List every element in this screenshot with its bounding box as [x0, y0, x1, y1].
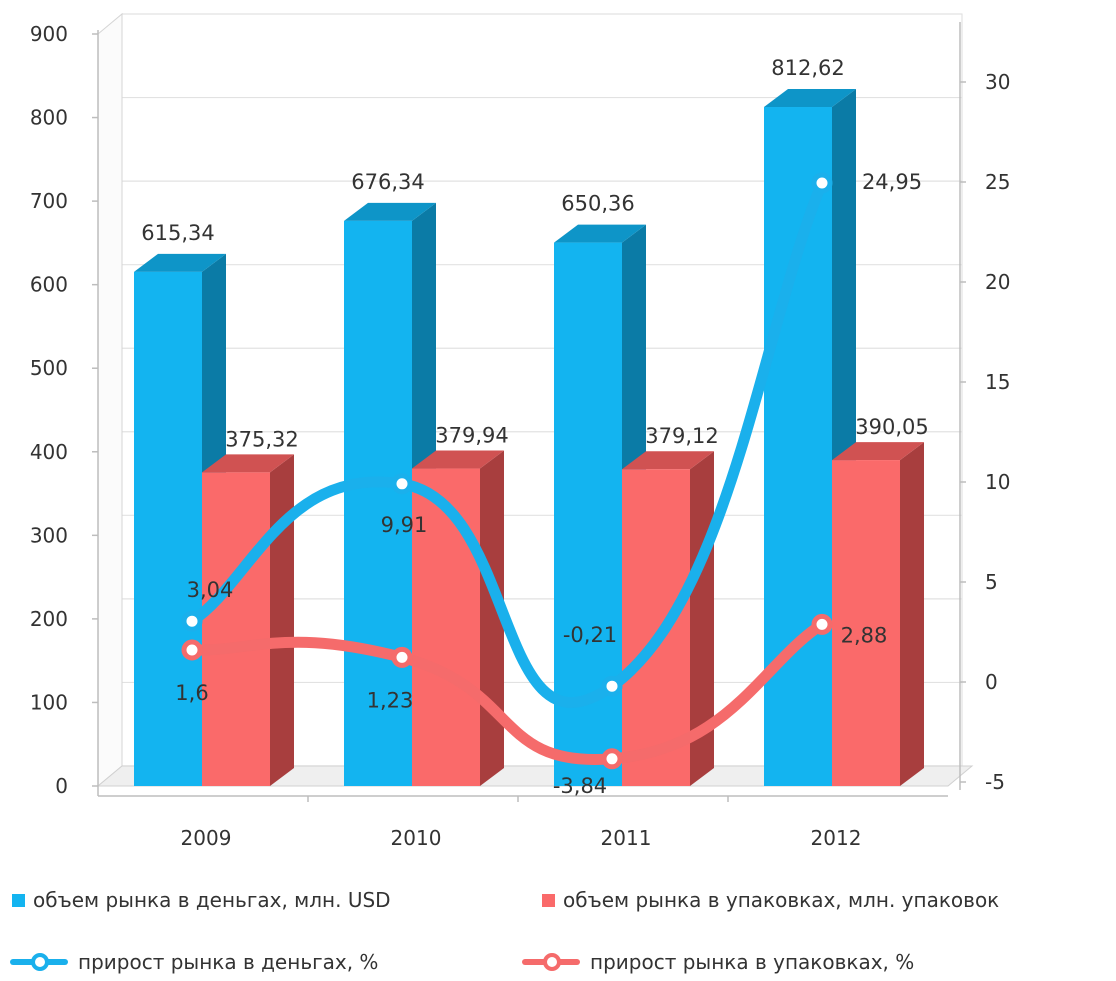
left-tick-label-200: 200: [30, 607, 68, 631]
x-tick-label-2009: 2009: [181, 826, 232, 850]
legend-label-money-growth: прирост рынка в деньгах, %: [78, 950, 379, 974]
left-tick-label-0: 0: [55, 774, 68, 798]
bar-pack-2011-top: [622, 451, 714, 470]
right-tick-label-20: 20: [985, 270, 1010, 294]
right-tick-label-25: 25: [985, 170, 1010, 194]
bar-pack-2009-side: [270, 454, 294, 786]
legend-marker-pack-growth: [522, 953, 580, 971]
x-tick-label-2012: 2012: [811, 826, 862, 850]
label-pack-2012: 390,05: [855, 415, 928, 439]
bar-money-2009-top: [134, 253, 226, 272]
right-tick-label-15: 15: [985, 370, 1010, 394]
line-pack-growth: [186, 618, 828, 766]
point-pack-growth-2010: [391, 646, 413, 668]
right-tick-label--5: -5: [985, 770, 1005, 794]
left-tick-label-500: 500: [30, 356, 68, 380]
bar-pack-2009: [202, 454, 294, 786]
right-tick-label-30: 30: [985, 70, 1010, 94]
label-money-growth-2011: -0,21: [563, 623, 617, 647]
line-money-growth: [186, 177, 828, 708]
bar-money-2012-front: [764, 107, 832, 786]
legend-label-money-volume: объем рынка в деньгах, млн. USD: [33, 888, 391, 912]
bar-money-2009-front: [134, 271, 202, 786]
point-pack-growth-2011: [601, 748, 623, 770]
bar-pack-2009-top: [202, 454, 294, 473]
label-money-2010: 676,34: [351, 170, 424, 194]
bar-pack-2012-front: [832, 460, 900, 786]
left-tick-label-600: 600: [30, 273, 68, 297]
bar-pack-2011-front: [622, 469, 690, 786]
bar-pack-2012-side: [900, 442, 924, 786]
bar-money-2011-top: [554, 224, 646, 243]
legend: объем рынка в деньгах, млн. USD объем ры…: [0, 858, 1116, 981]
bar-money-2010-top: [344, 202, 436, 221]
legend-item-money-volume: объем рынка в деньгах, млн. USD: [12, 888, 391, 912]
point-money-growth-2012: [811, 172, 833, 194]
legend-item-pack-growth: прирост рынка в упаковках, %: [522, 950, 914, 974]
left-tick-label-800: 800: [30, 106, 68, 130]
label-pack-2010: 379,94: [435, 424, 508, 448]
label-money-growth-2009: 3,04: [187, 578, 234, 602]
label-money-2011: 650,36: [561, 192, 634, 216]
x-tick-label-2010: 2010: [391, 826, 442, 850]
bar-money-2012-top: [764, 89, 856, 108]
label-money-growth-2010: 9,91: [381, 513, 428, 537]
right-tick-label-10: 10: [985, 470, 1010, 494]
label-pack-growth-2010: 1,23: [367, 688, 414, 712]
legend-marker-money-growth: [10, 953, 68, 971]
legend-item-money-growth: прирост рынка в деньгах, %: [10, 950, 378, 974]
legend-swatch-pack-volume: [542, 893, 555, 907]
bar-pack-2010-front: [412, 468, 480, 786]
label-pack-growth-2012: 2,88: [841, 623, 888, 647]
combo-chart: 0 100 200 300 400 500 600 700 800 900 -5 0 5 10 15 20 25…: [30, 12, 1010, 850]
right-tick-label-0: 0: [985, 670, 998, 694]
bar-pack-2010: [412, 450, 504, 786]
point-money-growth-2011: [601, 675, 623, 697]
left-tick-label-400: 400: [30, 440, 68, 464]
bar-money-2010-front: [344, 220, 412, 786]
point-money-growth-2010: [391, 473, 413, 495]
side-wall: [97, 12, 123, 788]
label-pack-2011: 379,12: [645, 424, 718, 448]
bar-pack-2012: [832, 442, 924, 786]
label-money-2009: 615,34: [141, 221, 214, 245]
x-tick-label-2011: 2011: [601, 826, 652, 850]
label-money-2012: 812,62: [771, 56, 844, 80]
legend-label-pack-growth: прирост рынка в упаковках, %: [590, 950, 915, 974]
left-tick-label-100: 100: [30, 690, 68, 714]
legend-swatch-money-volume: [12, 893, 25, 907]
left-tick-label-300: 300: [30, 523, 68, 547]
point-money-growth-2009: [181, 610, 203, 632]
point-pack-growth-2012: [811, 613, 833, 635]
legend-item-pack-volume: объем рынка в упаковках, млн. упаковок: [542, 888, 999, 912]
bar-pack-2009-front: [202, 472, 270, 786]
bar-pack-2012-top: [832, 442, 924, 461]
right-tick-label-5: 5: [985, 570, 998, 594]
label-money-growth-2012: 24,95: [862, 170, 922, 194]
label-pack-2009: 375,32: [225, 427, 298, 451]
left-tick-label-700: 700: [30, 189, 68, 213]
label-pack-growth-2009: 1,6: [175, 681, 208, 705]
bar-pack-2010-top: [412, 450, 504, 469]
point-pack-growth-2009: [181, 639, 203, 661]
left-tick-label-900: 900: [30, 22, 68, 46]
legend-label-pack-volume: объем рынка в упаковках, млн. упаковок: [563, 888, 1000, 912]
label-pack-growth-2011: -3,84: [553, 774, 607, 798]
